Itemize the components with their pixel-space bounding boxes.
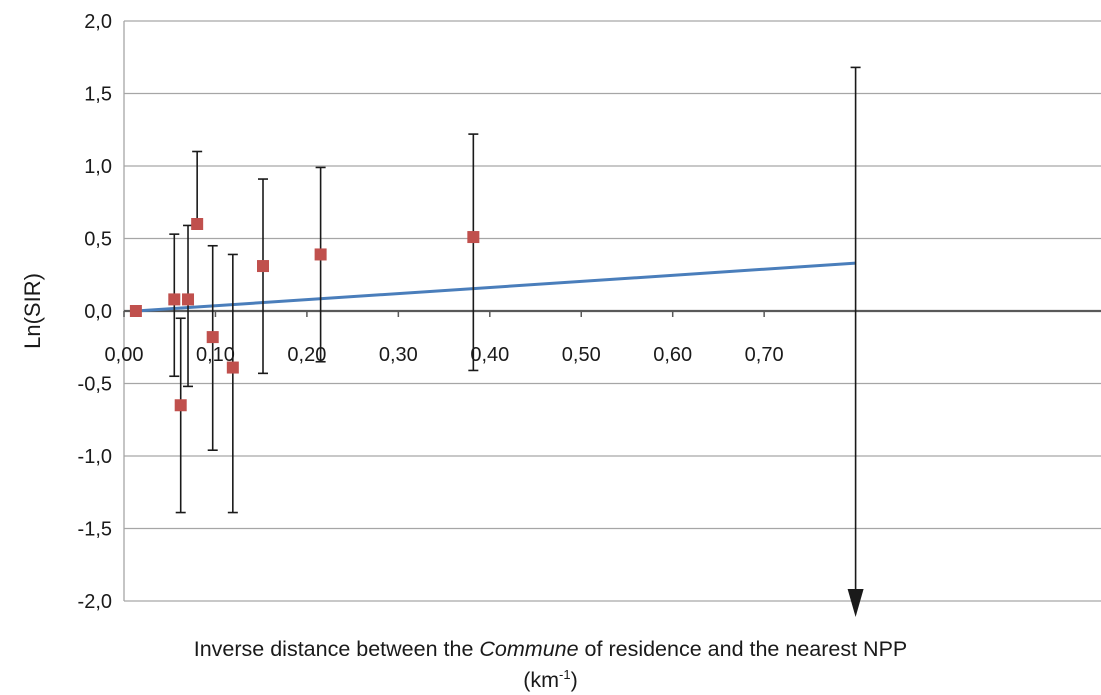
y-tick-label: 1,0 [84, 156, 112, 178]
data-point [226, 361, 239, 374]
gridlines [124, 20, 1101, 602]
y-tick-label: 1,5 [84, 84, 112, 106]
y-tick-label: 0,0 [84, 301, 112, 323]
x-tick-label: 0,20 [287, 344, 326, 366]
x-tick-label: 0,40 [470, 344, 509, 366]
data-point [206, 331, 219, 344]
x-tick-label: 0,70 [745, 344, 784, 366]
x-axis-title-line1: Inverse distance between the Commune of … [0, 636, 1101, 662]
data-point [174, 399, 187, 412]
y-tick-labels: 2,0 1,5 1,0 0,5 0,0 -0,5 -1,0 -1,5 -2,0 [78, 11, 112, 613]
x-axis-title-part: Inverse distance between the [193, 637, 480, 661]
data-point [129, 305, 142, 317]
trendline [135, 261, 856, 313]
data-point [182, 293, 195, 306]
x-tick-label: 0,00 [105, 344, 144, 366]
arrow-down-icon [847, 589, 864, 617]
error-bars [169, 66, 864, 617]
x-axis-title: Inverse distance between the Commune of … [0, 636, 1101, 693]
y-tick-label: -1,5 [78, 519, 112, 541]
x-tick-label: 0,30 [379, 344, 418, 366]
data-point [168, 293, 181, 306]
y-tick-label: -0,5 [78, 374, 112, 396]
y-axis-title: Ln(SIR) [20, 273, 45, 349]
x-axis-title-unit: (km-1) [0, 662, 1101, 693]
x-axis-unit-close: ) [570, 668, 578, 693]
y-tick-label: -2,0 [78, 591, 112, 613]
y-tick-label: -1,0 [78, 446, 112, 468]
x-tick-label: 0,10 [196, 344, 235, 366]
data-point [257, 260, 270, 273]
data-point [467, 231, 480, 244]
y-tick-label: 2,0 [84, 11, 112, 33]
x-tick-label: 0,50 [562, 344, 601, 366]
data-point [314, 248, 327, 261]
data-point [191, 218, 204, 230]
x-axis-unit-base: (km [523, 668, 560, 693]
x-axis-title-part: of residence and the nearest NPP [578, 637, 908, 661]
x-tick-labels: 0,00 0,10 0,20 0,30 0,40 0,50 0,60 0,70 [105, 311, 784, 366]
x-axis-unit-exponent: -1 [559, 667, 571, 682]
y-tick-label: 0,5 [84, 229, 112, 251]
data-points [129, 218, 480, 412]
x-tick-label: 0,60 [653, 344, 692, 366]
x-axis-title-italic: Commune [479, 637, 579, 661]
